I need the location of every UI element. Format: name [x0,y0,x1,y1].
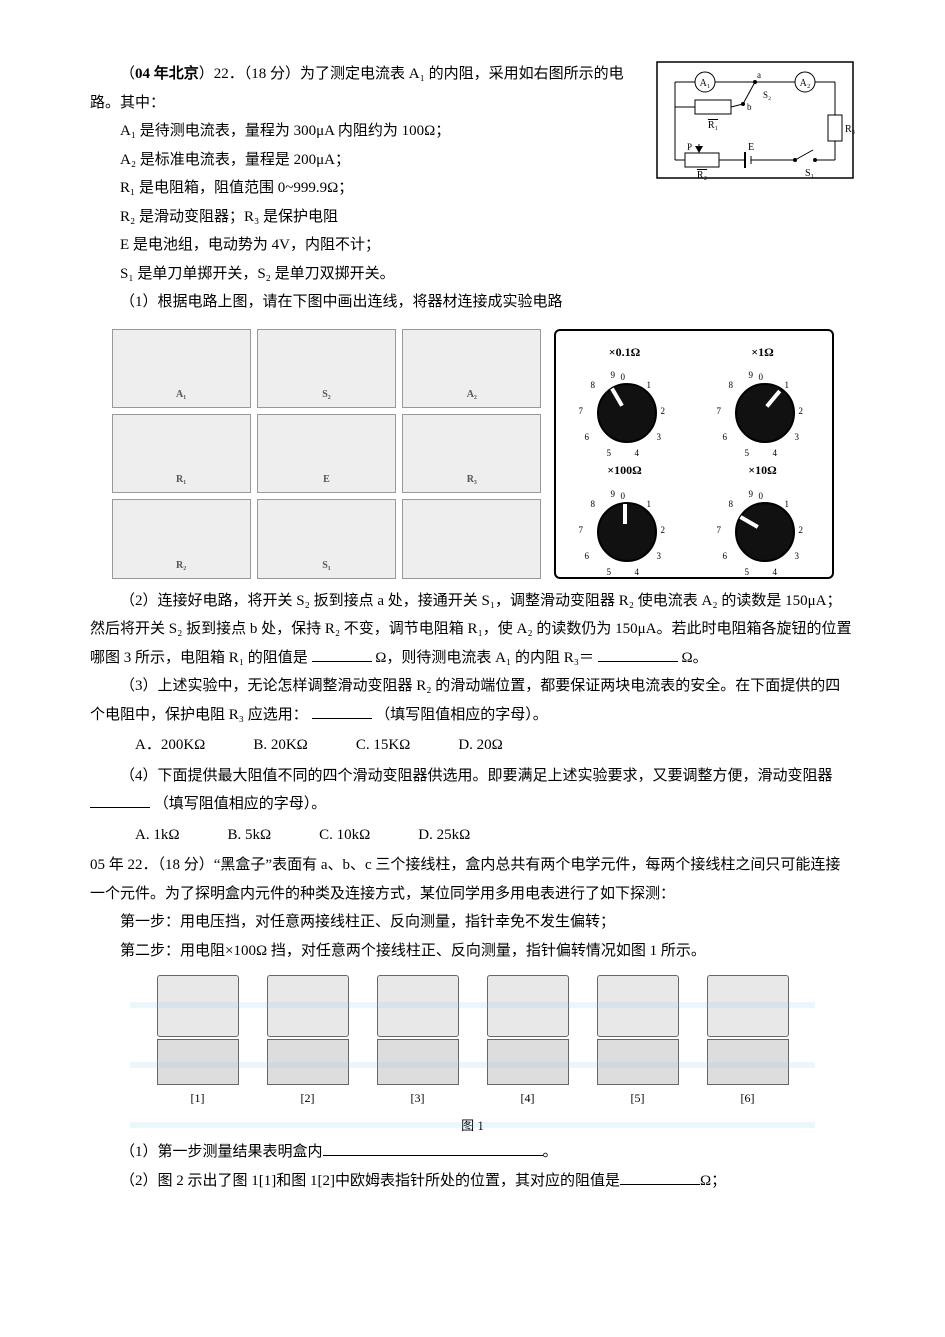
mm-index: [5] [631,1087,645,1110]
mm-index: [4] [521,1087,535,1110]
q2-sub1-tail: 。 [543,1144,558,1160]
mm-index: [6] [741,1087,755,1110]
option: C. 10kΩ [319,821,370,850]
apparatus-cell: R₂ [112,499,251,578]
option: A. 1kΩ [135,821,179,850]
option: C. 15KΩ [356,731,411,760]
q1-source-prefix: （ [120,66,135,82]
multimeter-item: [1] [153,975,243,1110]
option: B. 5kΩ [227,821,271,850]
fig1-caption: 图 1 [90,1114,855,1139]
blank[interactable] [323,1140,543,1156]
q1-part4-tail: （填写阻值相应的字母）。 [154,796,327,812]
dial-1: 0 1 2 3 4 5 6 7 8 9 [713,367,813,455]
svg-text:S₂: S₂ [763,90,771,100]
q1-line-5: S₁ 是单刀单掷开关，S₂ 是单刀双掷开关。 [90,260,645,289]
apparatus-cell: A₁ [112,329,251,408]
mm-index: [1] [191,1087,205,1110]
apparatus-cell: S₁ [257,499,396,578]
q1-source-line: （04 年北京）22．（18 分）为了测定电流表 A₁ 的内阻，采用如右图所示的… [90,60,645,117]
svg-text:R₂: R₂ [697,170,707,180]
svg-text:S₁: S₁ [805,168,814,179]
q1-opts3: A．200KΩ B. 20KΩ C. 15KΩ D. 20Ω [90,731,855,760]
multimeter-item: [4] [483,975,573,1110]
q1-part3-tail: （填写阻值相应的字母）。 [375,707,548,723]
blank[interactable] [620,1169,700,1185]
dial-0: 0 1 2 3 4 5 6 7 8 9 [575,367,675,455]
dial-label-3: ×10Ω [704,459,822,482]
blank[interactable] [312,703,372,719]
apparatus-cell: R₁ [112,414,251,493]
dial-label-1: ×1Ω [704,341,822,364]
apparatus-cell: A₂ [402,329,541,408]
q1-part4: （4）下面提供最大阻值不同的四个滑动变阻器供选用。即要满足上述实验要求，又要调整… [90,762,855,819]
dial-label-2: ×100Ω [566,459,684,482]
apparatus-cell: R₃ [402,414,541,493]
q1-line-2: R₁ 是电阻箱，阻值范围 0~999.9Ω； [90,174,645,203]
q1-line-4: E 是电池组，电动势为 4V，内阻不计； [90,231,645,260]
q1-part1: （1）根据电路上图，请在下图中画出连线，将器材连接成实验电路 [90,288,855,317]
mm-index: [3] [411,1087,425,1110]
dial-2: 0 1 2 3 4 5 6 7 8 9 [575,486,675,574]
q2-sub1-text: （1）第一步测量结果表明盒内 [120,1144,323,1160]
q2-sub2: （2）图 2 示出了图 1[1]和图 1[2]中欧姆表指针所处的位置，其对应的阻… [90,1167,855,1196]
multimeter-row: [1] [2] [3] [4] [5] [6] [90,975,855,1110]
multimeter-item: [5] [593,975,683,1110]
option: B. 20KΩ [253,731,308,760]
multimeter-item: [3] [373,975,463,1110]
apparatus-grid: A₁ S₂ A₂ R₁ E R₃ R₂ S₁ [112,329,542,579]
q1-header-row: （04 年北京）22．（18 分）为了测定电流表 A₁ 的内阻，采用如右图所示的… [90,60,855,288]
multimeter-figure: [1] [2] [3] [4] [5] [6] 图 1 [90,975,855,1138]
option: D. 25kΩ [418,821,470,850]
circuit-diagram: A₁ a A₂ S₂ b R₁ R₃ [645,60,855,191]
q1-line-3: R₂ 是滑动变阻器；R₃ 是保护电阻 [90,203,645,232]
q2-head: 05 年 22．（18 分）“黑盒子”表面有 a、b、c 三个接线柱，盒内总共有… [90,851,855,908]
q2-sub1: （1）第一步测量结果表明盒内 。 [90,1138,855,1167]
q1-part2-c: Ω。 [681,650,707,666]
q1-line-1: A₂ 是标准电流表，量程是 200μA； [90,146,645,175]
q2-sub2-a: （2）图 2 示出了图 1[1]和图 1[2]中欧姆表指针所处的位置，其对应的阻… [120,1173,620,1189]
apparatus-row: A₁ S₂ A₂ R₁ E R₃ R₂ S₁ ×0.1Ω ×1Ω 0 1 2 3… [90,329,855,579]
svg-text:R₁: R₁ [708,120,718,131]
q1-line-0: A₁ 是待测电流表，量程为 300μA 内阻约为 100Ω； [90,117,645,146]
svg-text:E: E [748,142,754,153]
q1-opts4: A. 1kΩ B. 5kΩ C. 10kΩ D. 25kΩ [90,821,855,850]
svg-text:a: a [757,70,761,80]
multimeter-item: [6] [703,975,793,1110]
option: D. 20Ω [458,731,502,760]
q1-part2-b: Ω，则待测电流表 A₁ 的内阻 R₃＝ [375,650,594,666]
apparatus-cell: S₂ [257,329,396,408]
option: A．200KΩ [135,731,205,760]
blank[interactable] [598,646,678,662]
multimeter-item: [2] [263,975,353,1110]
dial-label-0: ×0.1Ω [566,341,684,364]
svg-text:R₃: R₃ [845,124,855,135]
dial-3: 0 1 2 3 4 5 6 7 8 9 [713,486,813,574]
svg-text:b: b [747,102,752,112]
q1-part3: （3）上述实验中，无论怎样调整滑动变阻器 R₂ 的滑动端位置，都要保证两块电流表… [90,672,855,729]
mm-index: [2] [301,1087,315,1110]
q1-part4-text: （4）下面提供最大阻值不同的四个滑动变阻器供选用。即要满足上述实验要求，又要调整… [120,768,833,784]
blank[interactable] [90,792,150,808]
resistance-box: ×0.1Ω ×1Ω 0 1 2 3 4 5 6 7 8 9 0 1 2 [554,329,834,579]
svg-text:P: P [687,142,692,152]
blank[interactable] [312,646,372,662]
q1-text-col: （04 年北京）22．（18 分）为了测定电流表 A₁ 的内阻，采用如右图所示的… [90,60,645,288]
q1-part2: （2）连接好电路，将开关 S₂ 扳到接点 a 处，接通开关 S₁，调整滑动变阻器… [90,587,855,673]
q2-step2: 第二步：用电阻×100Ω 挡，对任意两个接线柱正、反向测量，指针偏转情况如图 1… [90,937,855,966]
svg-text:A₂: A₂ [800,78,811,89]
circuit-svg: A₁ a A₂ S₂ b R₁ R₃ [655,60,855,180]
apparatus-cell: E [257,414,396,493]
q1-source-bold: 04 年北京 [135,66,199,82]
q2-step1: 第一步：用电压挡，对任意两接线柱正、反向测量，指针幸免不发生偏转； [90,908,855,937]
q2-sub2-b: Ω； [700,1173,726,1189]
svg-text:A₁: A₁ [700,78,711,89]
apparatus-cell [402,499,541,578]
